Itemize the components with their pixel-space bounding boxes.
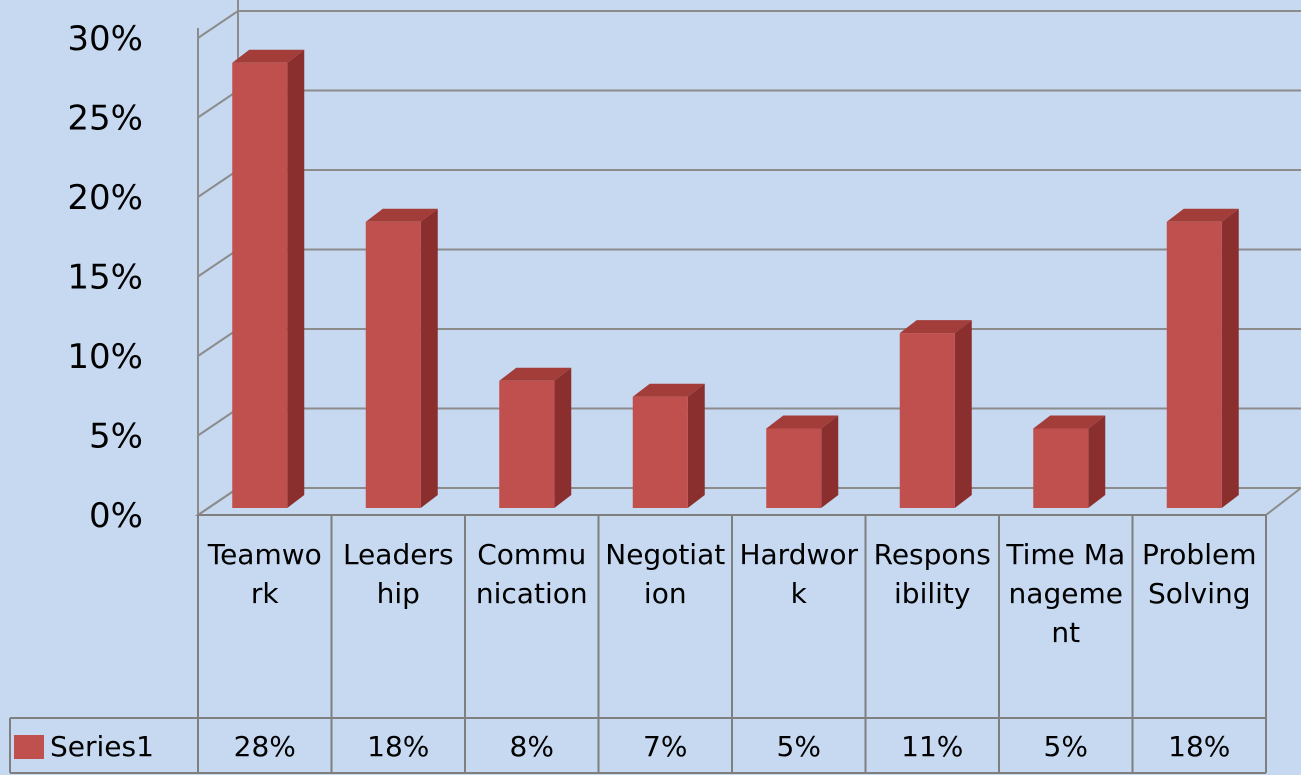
- y-tick-label: 25%: [67, 99, 143, 139]
- x-tick-label: Leadership: [342, 538, 454, 610]
- bar-side: [1088, 415, 1106, 508]
- data-label: 8%: [509, 730, 554, 763]
- bar-top: [766, 415, 839, 429]
- y-tick-label: 10%: [67, 337, 143, 377]
- y-tick-label: 15%: [67, 258, 143, 298]
- bar-top: [1166, 208, 1239, 222]
- grid-line: [197, 10, 1301, 39]
- x-tick-label: Time Management: [1006, 538, 1126, 649]
- bar: [632, 396, 688, 508]
- bar-side: [687, 383, 705, 508]
- data-label: 7%: [643, 730, 688, 763]
- bar: [499, 380, 555, 508]
- x-tick-label: Hardwork: [739, 538, 859, 610]
- grid-line: [197, 328, 1301, 357]
- x-tick-label: Negotiation: [605, 538, 726, 610]
- bar-top: [632, 383, 705, 397]
- data-label: 5%: [776, 730, 821, 763]
- data-label: 18%: [1168, 730, 1231, 763]
- data-label: 18%: [367, 730, 430, 763]
- bar: [766, 428, 822, 508]
- y-tick-label: 0%: [89, 496, 143, 536]
- bar-top: [232, 49, 305, 63]
- grid-line: [197, 89, 1301, 119]
- bar-top: [499, 367, 572, 381]
- bar: [232, 62, 288, 509]
- grid-line: [197, 487, 1301, 516]
- bar-side: [287, 49, 305, 509]
- legend-swatch: [14, 735, 44, 759]
- bar: [899, 333, 955, 508]
- y-tick-label: 30%: [67, 19, 143, 59]
- bar-top: [365, 208, 438, 222]
- bar-side: [420, 208, 438, 509]
- x-tick-label: Communication: [475, 538, 588, 610]
- data-label: 5%: [1043, 730, 1088, 763]
- legend-label: Series1: [50, 730, 154, 763]
- x-tick-label: Teamwork: [207, 538, 322, 610]
- y-tick-label: 5%: [89, 417, 143, 457]
- grid-line: [197, 169, 1301, 198]
- floor: [194, 487, 1301, 516]
- bar-top: [899, 320, 972, 334]
- bar-side: [821, 415, 839, 508]
- bar-top: [1033, 415, 1106, 429]
- bar-side: [554, 367, 572, 508]
- grid-line: [197, 407, 1301, 437]
- x-tick-label: Responsibility: [873, 538, 991, 610]
- grid-line: [197, 248, 1301, 278]
- bar-side: [954, 320, 972, 508]
- bar: [365, 221, 421, 509]
- bar-side: [1221, 208, 1239, 509]
- data-label: 11%: [901, 730, 964, 763]
- x-tick-label: Problem Solving: [1142, 538, 1257, 610]
- bar: [1166, 221, 1222, 509]
- data-label: 28%: [233, 730, 296, 763]
- bar: [1033, 428, 1089, 508]
- y-tick-label: 20%: [67, 178, 143, 218]
